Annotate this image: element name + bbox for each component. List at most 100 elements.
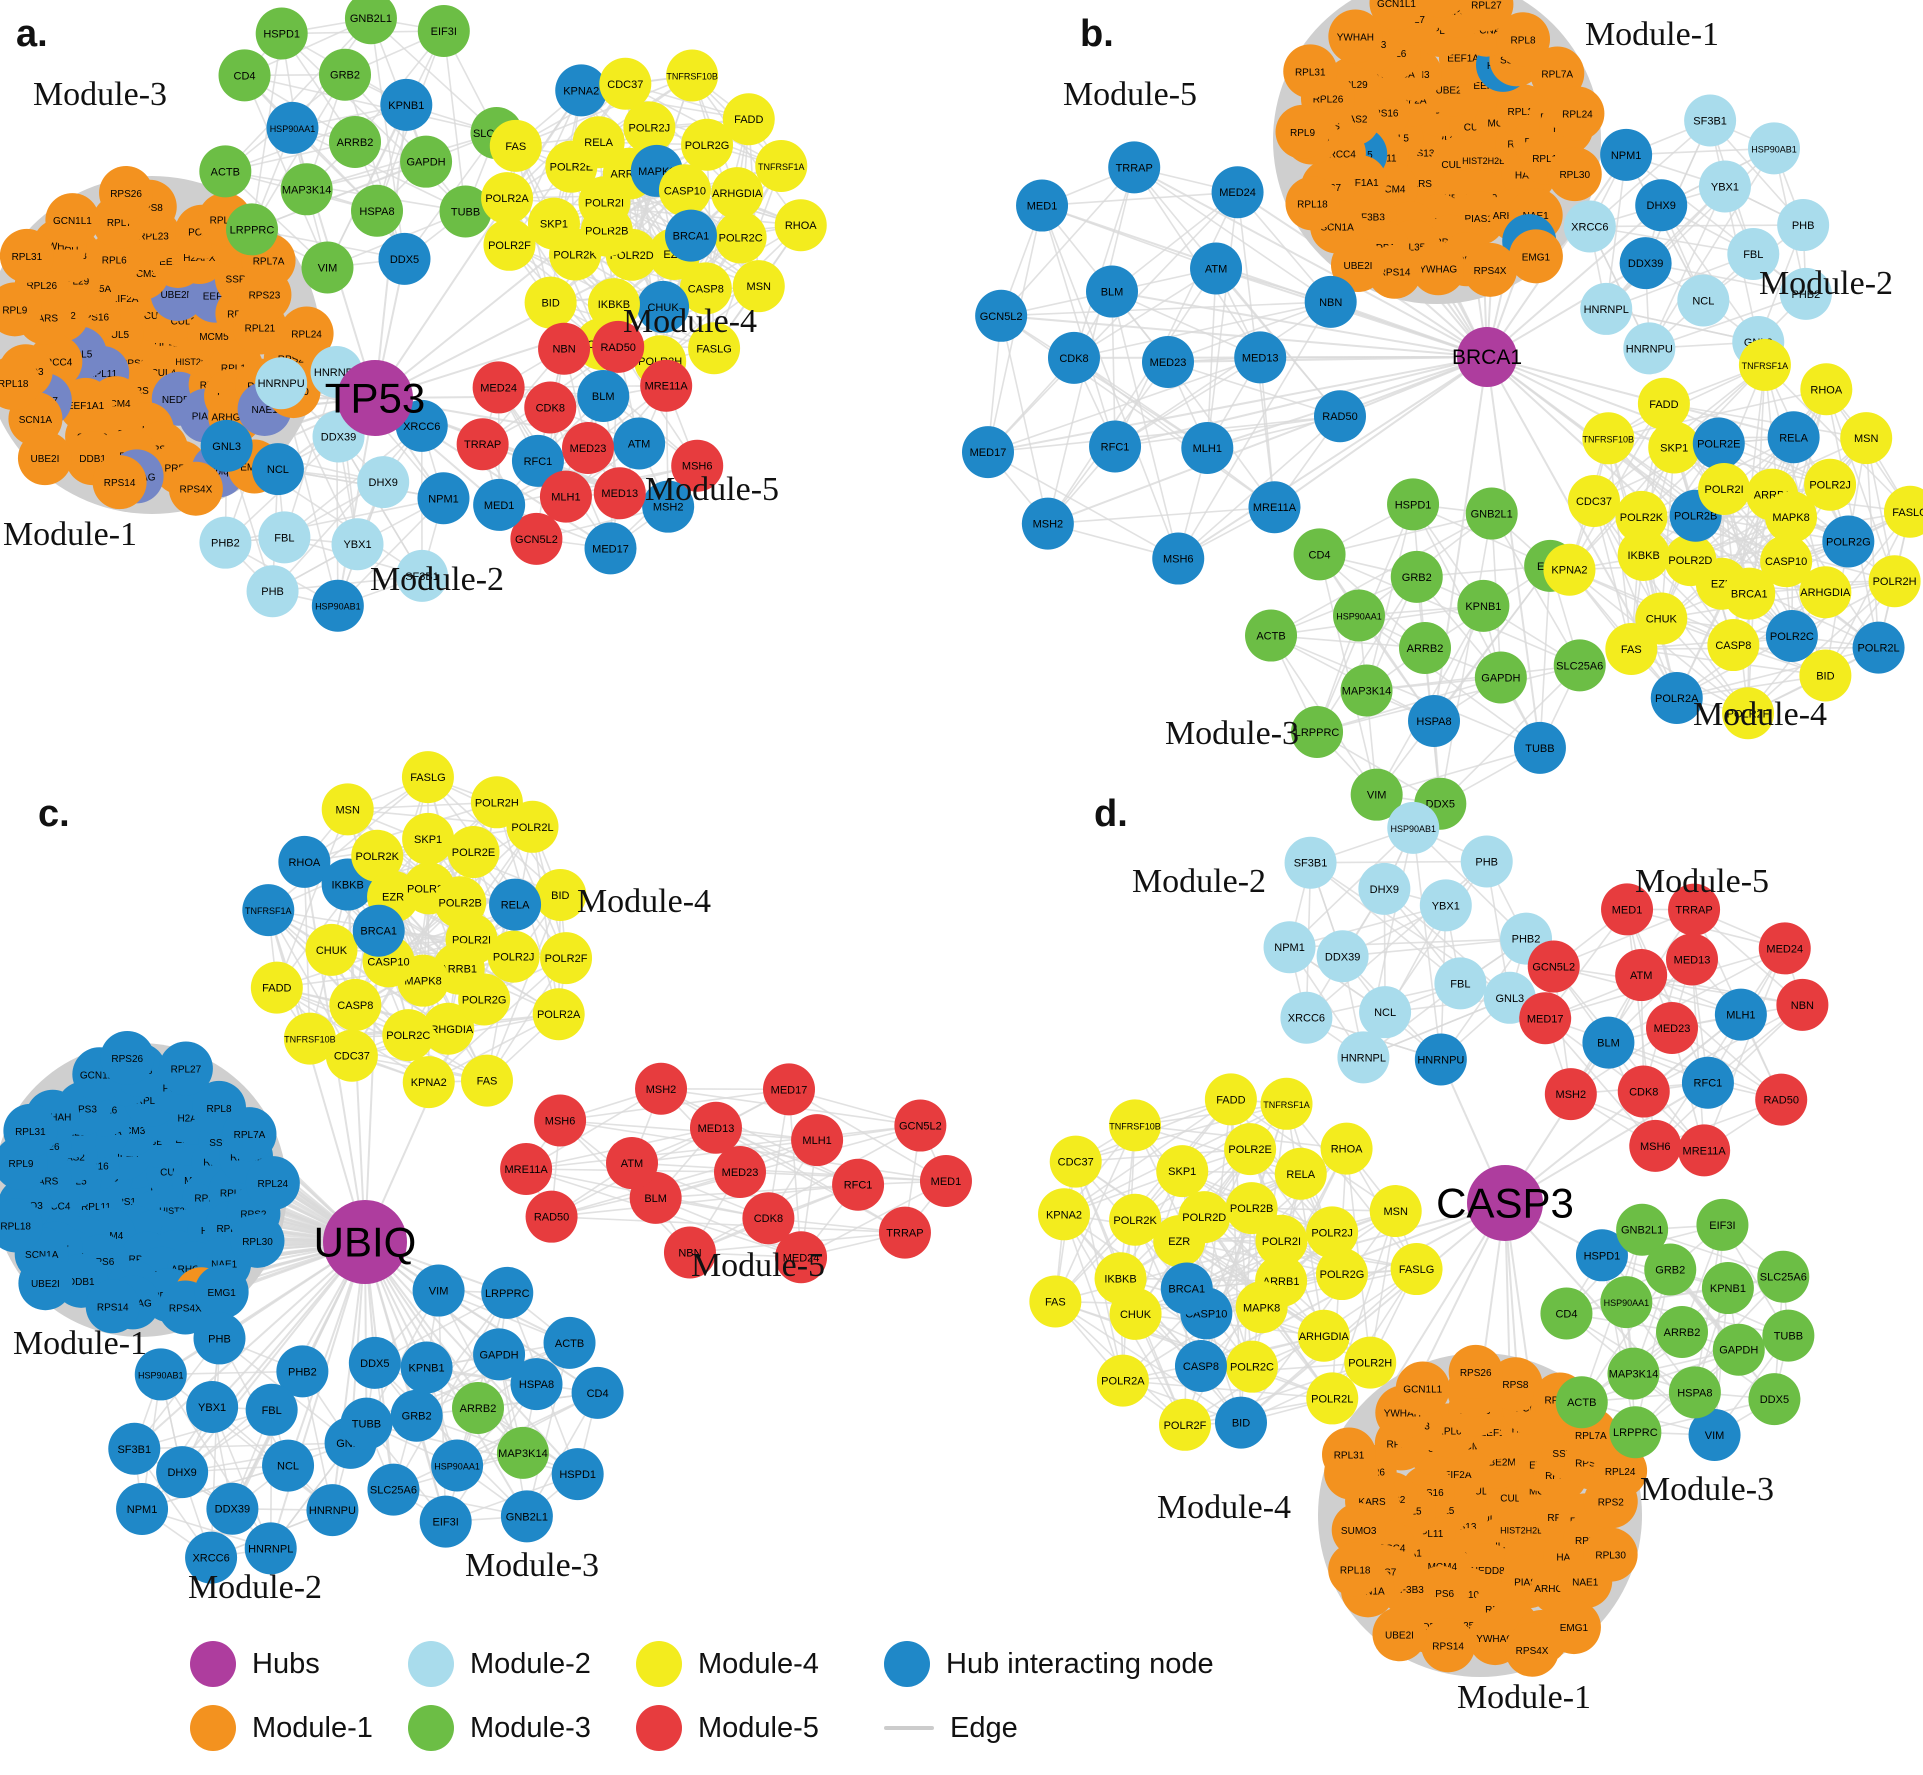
node-IKBKB[interactable]: IKBKB [1094, 1252, 1147, 1305]
node-MSN[interactable]: MSN [1840, 412, 1893, 465]
node-RPL18[interactable]: RPL18 [0, 1198, 43, 1253]
node-MSH2[interactable]: MSH2 [642, 480, 695, 533]
node-SLC25A6[interactable]: SLC25A6 [1757, 1250, 1810, 1303]
node-POLR2F[interactable]: POLR2F [483, 218, 536, 271]
node-SLC25A6[interactable]: SLC25A6 [1553, 639, 1606, 692]
node-POLR2L[interactable]: POLR2L [1306, 1372, 1359, 1425]
node-FASLG[interactable]: FASLG [401, 751, 454, 804]
node-RPL18[interactable]: RPL18 [1285, 176, 1340, 231]
node-HSP90AB1[interactable]: HSP90AB1 [311, 579, 364, 632]
node-RPL30[interactable]: RPL30 [1583, 1527, 1638, 1582]
node-MED1[interactable]: MED1 [1601, 883, 1654, 936]
node-POLR2A[interactable]: POLR2A [1096, 1354, 1149, 1407]
node-GCN5L2[interactable]: GCN5L2 [1527, 940, 1580, 993]
node-HSP90AA1[interactable]: HSP90AA1 [1600, 1276, 1653, 1329]
node-POLR2H[interactable]: POLR2H [1868, 555, 1921, 608]
node-CDK8[interactable]: CDK8 [524, 381, 577, 434]
node-MSN[interactable]: MSN [1369, 1185, 1422, 1238]
node-MRE11A[interactable]: MRE11A [1678, 1124, 1731, 1177]
node-POLR2D[interactable]: POLR2D [1178, 1191, 1231, 1244]
node-HNRNPU[interactable]: HNRNPU [255, 357, 308, 410]
node-KPNA2[interactable]: KPNA2 [1543, 543, 1596, 596]
node-XRCC6[interactable]: XRCC6 [185, 1531, 238, 1584]
node-RPL27[interactable]: RPL27 [1459, 0, 1514, 32]
node-FAS[interactable]: FAS [1029, 1275, 1082, 1328]
node-ARRB2[interactable]: ARRB2 [1656, 1306, 1708, 1358]
node-CDC37[interactable]: CDC37 [325, 1029, 378, 1082]
node-GCN5L2[interactable]: GCN5L2 [894, 1099, 947, 1152]
node-MRE11A[interactable]: MRE11A [640, 359, 693, 412]
node-MED13[interactable]: MED13 [689, 1101, 742, 1154]
node-RFC1[interactable]: RFC1 [1681, 1056, 1734, 1109]
node-NCL[interactable]: NCL [251, 443, 304, 496]
node-CHUK[interactable]: CHUK [305, 923, 358, 976]
node-CDC37[interactable]: CDC37 [1049, 1135, 1102, 1188]
node-CASP10[interactable]: CASP10 [1760, 535, 1813, 588]
node-EMG1[interactable]: EMG1 [1546, 1600, 1601, 1655]
node-POLR2A[interactable]: POLR2A [532, 988, 585, 1041]
node-TNFRSF10B[interactable]: TNFRSF10B [666, 49, 719, 102]
node-FBL[interactable]: FBL [1434, 957, 1487, 1010]
node-SKP1[interactable]: SKP1 [527, 197, 580, 250]
node-POLR2F[interactable]: POLR2F [540, 932, 593, 985]
node-HSP90AB1[interactable]: HSP90AB1 [1748, 122, 1801, 175]
node-MSH2[interactable]: MSH2 [1544, 1068, 1597, 1121]
node-TRRAP[interactable]: TRRAP [878, 1206, 931, 1259]
node-LRPPRC[interactable]: LRPPRC [225, 203, 278, 256]
node-MED23[interactable]: MED23 [1142, 336, 1194, 388]
node-NPM1[interactable]: NPM1 [417, 472, 470, 525]
node-GAPDH[interactable]: GAPDH [473, 1328, 526, 1381]
node-DHX9[interactable]: DHX9 [1635, 179, 1688, 232]
node-UBE2I[interactable]: UBE2I [17, 431, 72, 486]
node-IKBKB[interactable]: IKBKB [587, 278, 640, 331]
node-MED1[interactable]: MED1 [919, 1155, 972, 1208]
node-RPL9[interactable]: RPL9 [1275, 104, 1330, 159]
node-MLH1[interactable]: MLH1 [1181, 422, 1234, 475]
node-RAD50[interactable]: RAD50 [592, 320, 645, 373]
node-NBN[interactable]: NBN [538, 322, 591, 375]
node-NPM1[interactable]: NPM1 [116, 1482, 169, 1535]
node-DDX39[interactable]: DDX39 [1316, 930, 1369, 983]
node-RPL7A[interactable]: RPL7A [222, 1107, 277, 1162]
node-POLR2E[interactable]: POLR2E [1692, 417, 1745, 470]
node-SKP1[interactable]: SKP1 [402, 812, 455, 865]
node-POLR2C[interactable]: POLR2C [1225, 1340, 1278, 1393]
node-RFC1[interactable]: RFC1 [1089, 420, 1142, 473]
node-CD4[interactable]: CD4 [1293, 528, 1346, 581]
node-CHUK[interactable]: CHUK [637, 280, 690, 333]
node-RPS14[interactable]: RPS14 [85, 1279, 140, 1334]
node-IKBKB[interactable]: IKBKB [1617, 529, 1670, 582]
node-RELA[interactable]: RELA [1767, 411, 1820, 464]
node-PHB[interactable]: PHB [1777, 199, 1830, 252]
node-TNFRSF1A[interactable]: TNFRSF1A [1738, 338, 1791, 391]
node-MED1[interactable]: MED1 [1016, 179, 1069, 232]
node-CASP8[interactable]: CASP8 [329, 978, 382, 1031]
node-FAS[interactable]: FAS [460, 1054, 513, 1107]
node-NCL[interactable]: NCL [1677, 274, 1730, 327]
node-DDX5[interactable]: DDX5 [348, 1336, 401, 1389]
node-VIM[interactable]: VIM [412, 1264, 465, 1317]
node-TRRAP[interactable]: TRRAP [456, 418, 509, 471]
node-RAD50[interactable]: RAD50 [1755, 1073, 1808, 1126]
node-GNB2L1[interactable]: GNB2L1 [1465, 487, 1518, 540]
node-RHOA[interactable]: RHOA [278, 835, 331, 888]
node-CD4[interactable]: CD4 [571, 1366, 624, 1419]
node-POLR2K[interactable]: POLR2K [1109, 1193, 1162, 1246]
node-EMG1[interactable]: EMG1 [194, 1264, 249, 1319]
node-DDX39[interactable]: DDX39 [1619, 237, 1672, 290]
node-TNFRSF1A[interactable]: TNFRSF1A [242, 884, 295, 937]
node-RPL30[interactable]: RPL30 [1547, 147, 1602, 202]
node-TNFRSF10B[interactable]: TNFRSF10B [1109, 1099, 1162, 1152]
node-GAPDH[interactable]: GAPDH [1712, 1323, 1765, 1376]
node-CDC37[interactable]: CDC37 [599, 57, 652, 110]
node-GNL3[interactable]: GNL3 [200, 419, 253, 472]
node-TRRAP[interactable]: TRRAP [1108, 141, 1161, 194]
node-TNFRSF1A[interactable]: TNFRSF1A [755, 139, 808, 192]
node-RPS26[interactable]: RPS26 [1414, 0, 1468, 18]
node-FASLG[interactable]: FASLG [1884, 485, 1923, 538]
node-CASP8[interactable]: CASP8 [1707, 619, 1760, 672]
node-FBL[interactable]: FBL [1727, 228, 1780, 281]
node-RPS4X[interactable]: RPS4X [1463, 242, 1518, 297]
node-FADD[interactable]: FADD [250, 961, 303, 1014]
node-RPL31[interactable]: RPL31 [1283, 44, 1338, 99]
